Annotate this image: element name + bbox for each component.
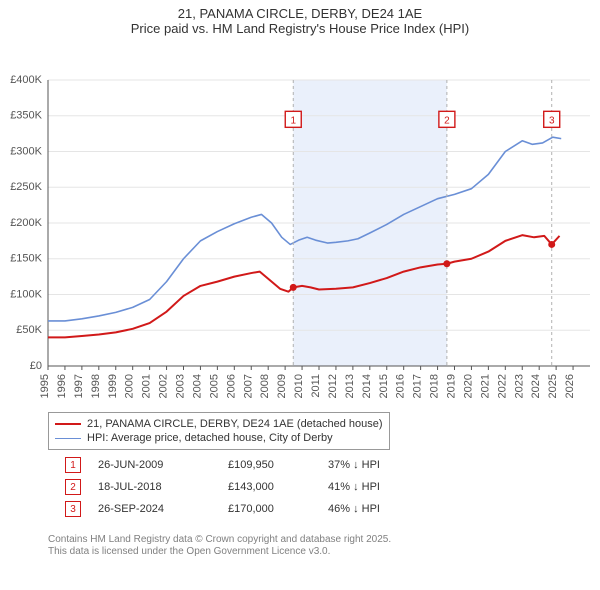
x-tick-label: 2021 xyxy=(479,374,491,398)
sale-delta: 41% ↓ HPI xyxy=(328,481,448,493)
chart-title-block: 21, PANAMA CIRCLE, DERBY, DE24 1AE Price… xyxy=(0,0,600,36)
sales-row: 1 26-JUN-2009£109,95037% ↓ HPI xyxy=(48,454,448,476)
legend-swatch xyxy=(55,423,81,425)
sales-row: 3 26-SEP-2024£170,00046% ↓ HPI xyxy=(48,498,448,520)
x-tick-label: 2004 xyxy=(191,374,203,398)
y-tick-label: £100K xyxy=(10,288,42,300)
x-tick-label: 2013 xyxy=(344,374,356,398)
y-tick-label: £200K xyxy=(10,217,42,229)
legend-label: 21, PANAMA CIRCLE, DERBY, DE24 1AE (deta… xyxy=(87,417,383,431)
y-tick-label: £50K xyxy=(16,324,42,336)
x-tick-label: 2011 xyxy=(310,374,322,398)
x-tick-label: 2017 xyxy=(412,374,424,398)
legend-label: HPI: Average price, detached house, City… xyxy=(87,431,333,445)
x-tick-label: 1997 xyxy=(73,374,85,398)
sale-date: 26-JUN-2009 xyxy=(98,459,228,471)
y-tick-label: £400K xyxy=(10,74,42,86)
sale-marker-box: 3 xyxy=(65,501,81,517)
y-tick-label: £350K xyxy=(10,110,42,122)
x-tick-label: 2003 xyxy=(175,374,187,398)
x-tick-label: 2000 xyxy=(124,374,136,398)
x-tick-label: 2019 xyxy=(446,374,458,398)
sale-marker-box: 2 xyxy=(65,479,81,495)
x-tick-label: 2006 xyxy=(225,374,237,398)
x-tick-label: 2005 xyxy=(208,374,220,398)
x-tick-label: 2022 xyxy=(496,374,508,398)
sales-row: 2 18-JUL-2018£143,00041% ↓ HPI xyxy=(48,476,448,498)
sale-date: 18-JUL-2018 xyxy=(98,481,228,493)
x-tick-label: 2010 xyxy=(293,374,305,398)
sale-marker-box: 1 xyxy=(65,457,81,473)
legend-item: HPI: Average price, detached house, City… xyxy=(55,431,383,445)
sale-price: £170,000 xyxy=(228,503,328,515)
x-tick-label: 1998 xyxy=(90,374,102,398)
x-tick-label: 2020 xyxy=(462,374,474,398)
x-tick-label: 2018 xyxy=(429,374,441,398)
y-tick-label: £0 xyxy=(30,360,42,372)
x-tick-label: 2023 xyxy=(513,374,525,398)
sale-marker-label: 1 xyxy=(290,115,296,126)
title-line-2: Price paid vs. HM Land Registry's House … xyxy=(0,21,600,36)
x-tick-label: 1996 xyxy=(56,374,68,398)
sale-price: £143,000 xyxy=(228,481,328,493)
x-tick-label: 2002 xyxy=(158,374,170,398)
x-tick-label: 1999 xyxy=(107,374,119,398)
title-line-1: 21, PANAMA CIRCLE, DERBY, DE24 1AE xyxy=(0,6,600,21)
y-tick-label: £300K xyxy=(10,145,42,157)
y-tick-label: £150K xyxy=(10,253,42,265)
sale-delta: 46% ↓ HPI xyxy=(328,503,448,515)
x-tick-label: 2012 xyxy=(327,374,339,398)
legend-swatch xyxy=(55,438,81,439)
y-tick-label: £250K xyxy=(10,181,42,193)
x-tick-label: 2025 xyxy=(547,374,559,398)
x-tick-label: 2015 xyxy=(378,374,390,398)
x-tick-label: 2024 xyxy=(530,374,542,398)
price-chart: £0 £50K £100K £150K £200K £250K £300K £350K £400… xyxy=(0,36,600,406)
attribution-line-2: This data is licensed under the Open Gov… xyxy=(48,546,391,558)
x-tick-label: 2026 xyxy=(564,374,576,398)
x-tick-label: 2009 xyxy=(276,374,288,398)
attribution-line-1: Contains HM Land Registry data © Crown c… xyxy=(48,534,391,546)
sale-price: £109,950 xyxy=(228,459,328,471)
x-tick-label: 2016 xyxy=(395,374,407,398)
sale-date: 26-SEP-2024 xyxy=(98,503,228,515)
x-tick-label: 2001 xyxy=(141,374,153,398)
attribution-text: Contains HM Land Registry data © Crown c… xyxy=(48,534,391,558)
x-tick-label: 2008 xyxy=(259,374,271,398)
chart-legend: 21, PANAMA CIRCLE, DERBY, DE24 1AE (deta… xyxy=(48,412,390,450)
legend-item: 21, PANAMA CIRCLE, DERBY, DE24 1AE (deta… xyxy=(55,417,383,431)
sale-delta: 37% ↓ HPI xyxy=(328,459,448,471)
x-tick-label: 1995 xyxy=(39,374,51,398)
sale-marker-label: 2 xyxy=(444,115,450,126)
sales-table: 1 26-JUN-2009£109,95037% ↓ HPI 2 18-JUL-201… xyxy=(48,454,448,520)
x-tick-label: 2014 xyxy=(361,374,373,398)
sale-marker-label: 3 xyxy=(549,115,555,126)
x-tick-label: 2007 xyxy=(242,374,254,398)
